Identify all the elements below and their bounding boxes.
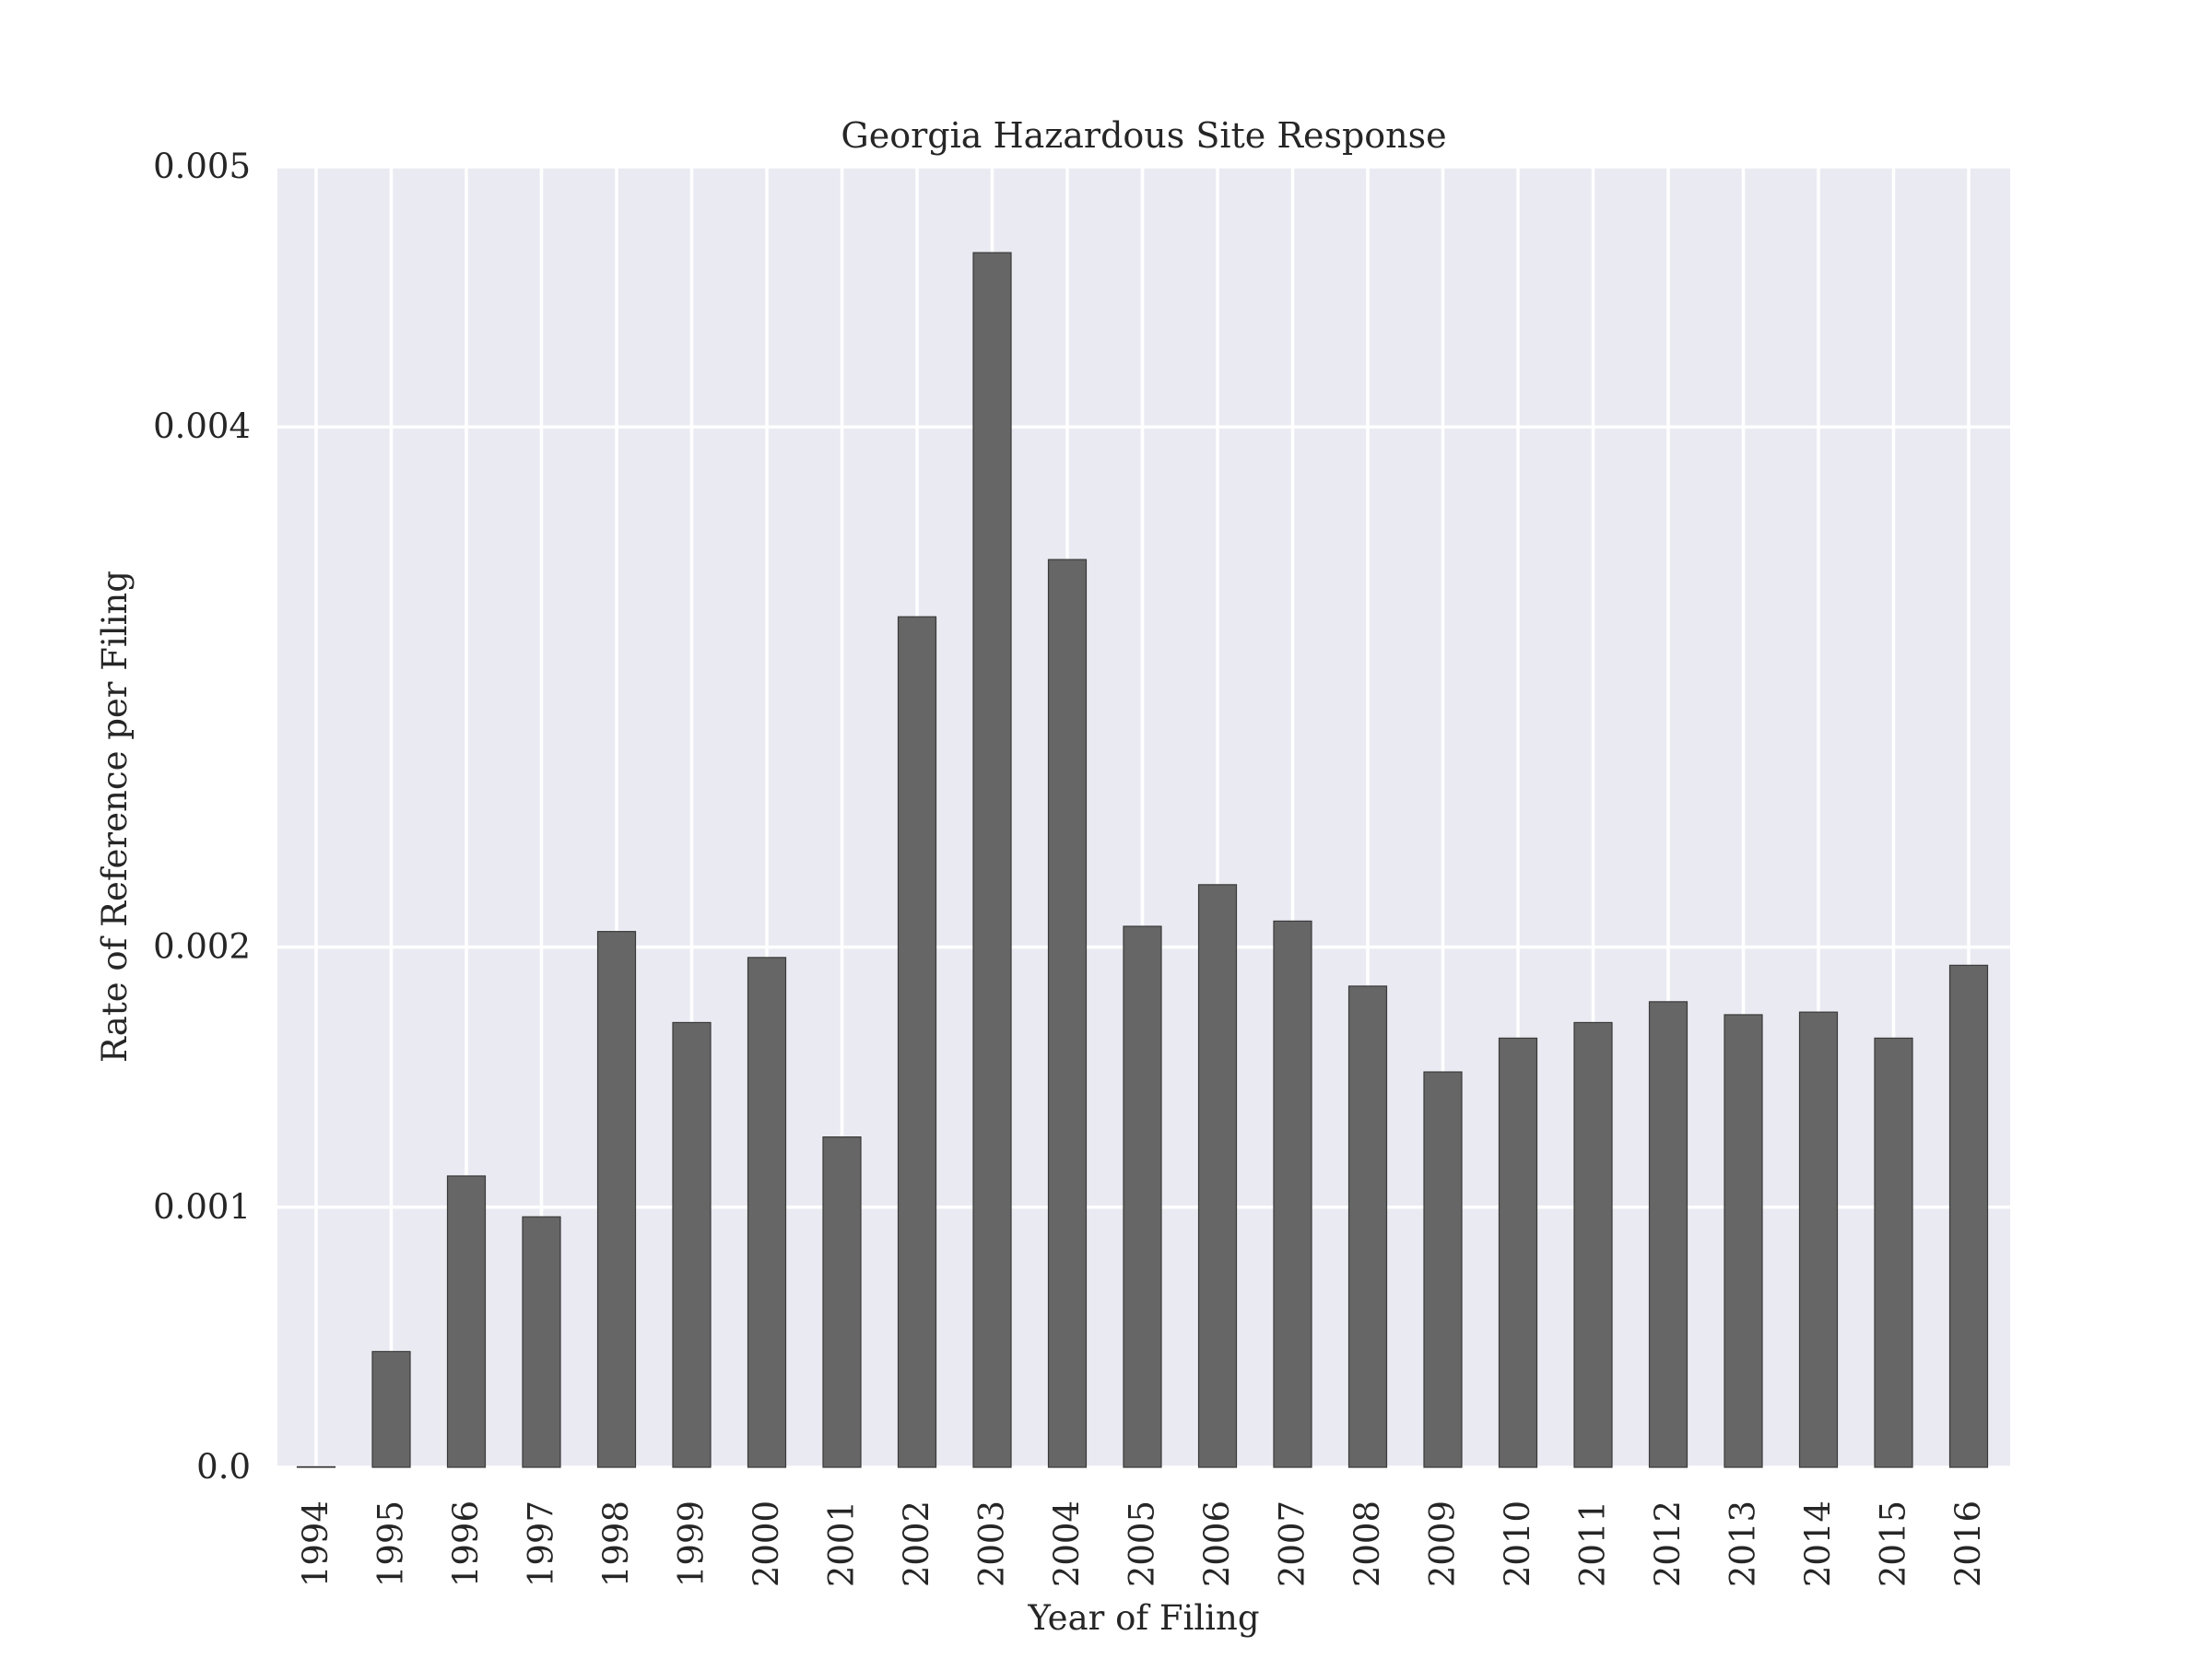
x-tick-label: 1994 [296,1500,335,1587]
x-axis-label: Year of Filing [1027,1598,1259,1638]
x-tick-label: 2002 [897,1500,936,1587]
x-tick-label: 2004 [1047,1500,1087,1587]
bar-2015 [1874,1037,1913,1468]
bar-2007 [1273,920,1312,1468]
y-tick-label: 0.0 [196,1447,251,1487]
bar-1997 [522,1216,561,1468]
bar-1996 [446,1175,487,1468]
x-tick-label: 1997 [522,1500,561,1587]
bar-2005 [1123,925,1162,1468]
x-tick-label: 2008 [1347,1500,1387,1587]
x-tick-label: 1995 [371,1500,411,1587]
x-tick-label: 2016 [1948,1500,1988,1587]
bar-2000 [747,957,787,1468]
bar-2008 [1347,985,1388,1468]
bar-2002 [897,616,937,1468]
y-tick-labels: 0.0 0.001 0.002 0.004 0.005 [153,147,251,1487]
bar-2006 [1197,884,1238,1468]
x-tick-label: 2009 [1423,1500,1463,1587]
bar-2013 [1724,1014,1763,1468]
y-tick-label: 0.004 [153,406,251,446]
bar-2016 [1948,964,1989,1468]
bar-1999 [672,1021,712,1468]
bar-2010 [1498,1037,1538,1468]
bars [296,252,1989,1468]
y-tick-label: 0.005 [153,147,251,186]
x-tick-label: 2013 [1724,1500,1763,1587]
x-tick-label: 2001 [822,1500,862,1587]
y-tick-label: 0.001 [153,1187,251,1227]
chart-title: Georgia Hazardous Site Response [841,115,1446,156]
x-tick-label: 2010 [1498,1500,1537,1587]
bar-2003 [972,252,1012,1468]
bar-2009 [1423,1071,1463,1468]
bar-1998 [596,931,637,1468]
x-tick-label: 2003 [972,1500,1012,1587]
x-tick-label: 2012 [1648,1500,1688,1587]
x-tick-label: 2006 [1197,1500,1237,1587]
y-tick-label: 0.002 [153,927,251,967]
x-tick-label: 2000 [747,1500,786,1587]
bar-2001 [822,1136,862,1468]
x-tick-label: 2005 [1123,1500,1162,1587]
x-tick-label: 2015 [1874,1500,1913,1587]
bar-2011 [1573,1021,1613,1468]
x-tick-label: 1998 [596,1500,636,1587]
bar-2004 [1047,559,1088,1468]
bar-2014 [1798,1011,1839,1468]
x-tick-label: 2014 [1798,1500,1838,1587]
bar-2012 [1648,1001,1688,1468]
bar-1994 [296,1465,336,1468]
x-tick-label: 1996 [446,1500,486,1587]
bar-1995 [371,1350,411,1468]
x-tick-labels: 1994 1995 1996 1997 1998 1999 2000 2001 2002 2003… [296,1500,1988,1587]
x-tick-label: 1999 [672,1500,712,1587]
x-tick-label: 2011 [1573,1500,1613,1587]
x-tick-label: 2007 [1273,1500,1312,1587]
y-axis-label: Rate of Reference per Filing [95,571,135,1063]
